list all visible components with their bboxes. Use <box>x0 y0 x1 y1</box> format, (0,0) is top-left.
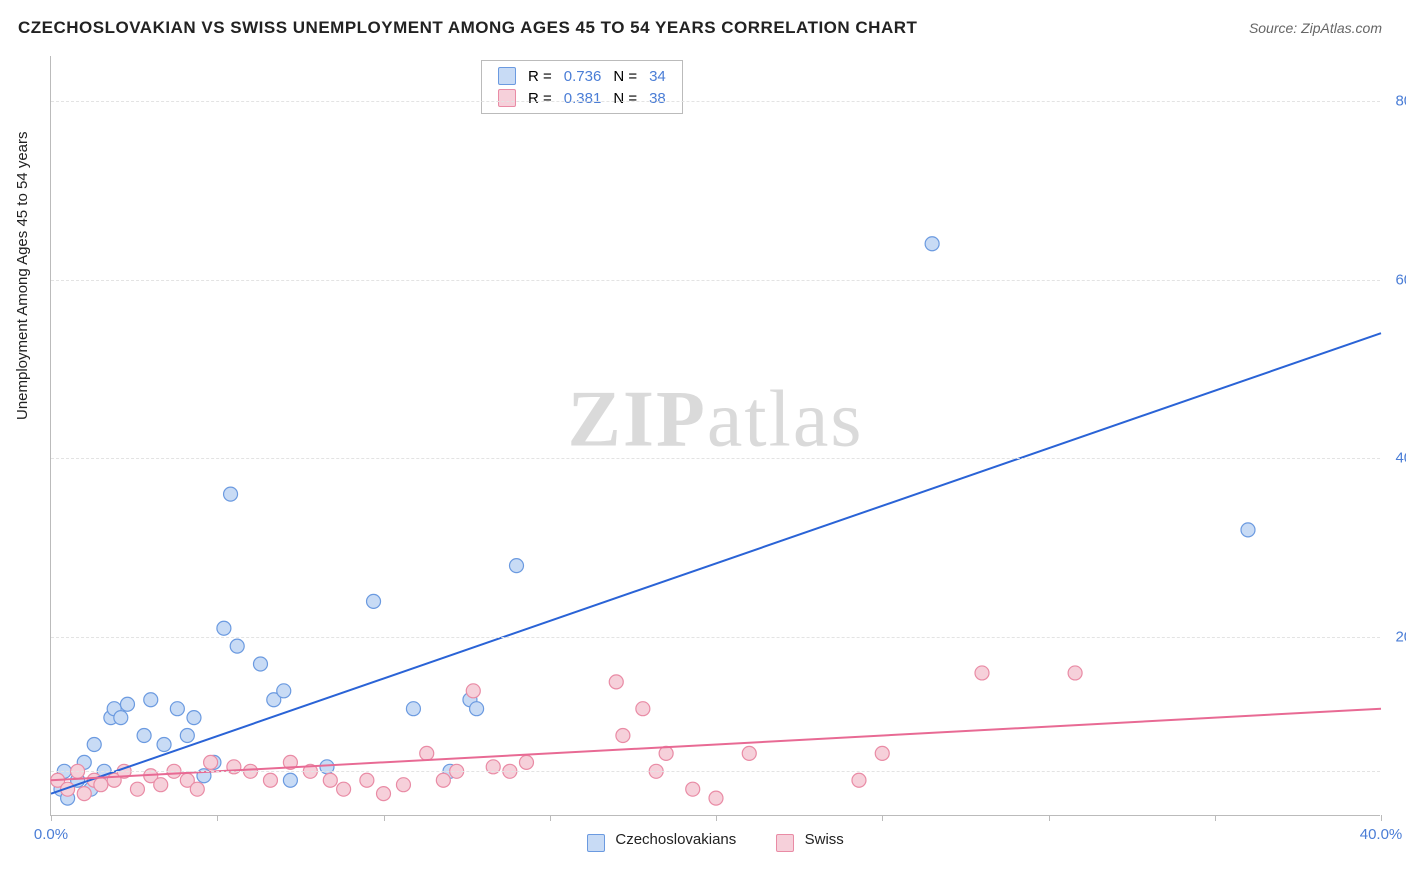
x-tick-mark <box>1049 815 1050 821</box>
x-tick-mark <box>1381 815 1382 821</box>
x-tick-label: 40.0% <box>1360 826 1403 843</box>
data-point-czech <box>510 559 524 573</box>
bottom-legend-label-czech: Czechoslovakians <box>615 831 736 848</box>
data-point-czech <box>170 702 184 716</box>
data-point-swiss <box>1068 666 1082 680</box>
data-point-czech <box>253 657 267 671</box>
data-point-swiss <box>154 778 168 792</box>
data-point-swiss <box>742 746 756 760</box>
x-tick-mark <box>882 815 883 821</box>
data-point-swiss <box>337 782 351 796</box>
data-point-swiss <box>636 702 650 716</box>
data-point-swiss <box>609 675 623 689</box>
legend-swatch-swiss <box>776 834 794 852</box>
data-point-swiss <box>190 782 204 796</box>
gridline-h <box>51 280 1380 281</box>
x-tick-label: 0.0% <box>34 826 68 843</box>
bottom-legend: Czechoslovakians Swiss <box>51 831 1380 849</box>
source-attribution: Source: ZipAtlas.com <box>1249 20 1382 36</box>
y-tick-label: 60.0% <box>1384 271 1406 288</box>
x-tick-mark <box>1215 815 1216 821</box>
data-point-swiss <box>975 666 989 680</box>
data-point-swiss <box>204 755 218 769</box>
scatter-svg <box>51 56 1380 815</box>
data-point-swiss <box>130 782 144 796</box>
chart-title: CZECHOSLOVAKIAN VS SWISS UNEMPLOYMENT AM… <box>18 18 917 38</box>
data-point-swiss <box>852 773 866 787</box>
y-tick-label: 20.0% <box>1384 629 1406 646</box>
x-tick-mark <box>51 815 52 821</box>
data-point-swiss <box>377 787 391 801</box>
data-point-czech <box>114 711 128 725</box>
y-tick-label: 40.0% <box>1384 450 1406 467</box>
data-point-swiss <box>436 773 450 787</box>
data-point-swiss <box>686 782 700 796</box>
data-point-swiss <box>323 773 337 787</box>
data-point-czech <box>470 702 484 716</box>
data-point-swiss <box>94 778 108 792</box>
data-point-czech <box>187 711 201 725</box>
data-point-swiss <box>263 773 277 787</box>
data-point-czech <box>87 737 101 751</box>
data-point-swiss <box>360 773 374 787</box>
data-point-czech <box>180 729 194 743</box>
data-point-czech <box>120 697 134 711</box>
bottom-legend-label-swiss: Swiss <box>805 831 844 848</box>
data-point-swiss <box>466 684 480 698</box>
trend-line-swiss <box>51 709 1381 781</box>
data-point-swiss <box>616 729 630 743</box>
plot-area: ZIPatlas R = 0.736 N = 34 R = 0.381 N = … <box>50 56 1380 816</box>
data-point-czech <box>224 487 238 501</box>
bottom-legend-item-swiss: Swiss <box>776 831 843 849</box>
data-point-czech <box>283 773 297 787</box>
data-point-czech <box>925 237 939 251</box>
data-point-czech <box>217 621 231 635</box>
data-point-czech <box>137 729 151 743</box>
gridline-h <box>51 101 1380 102</box>
trend-line-czech <box>51 333 1381 793</box>
legend-swatch-czech <box>587 834 605 852</box>
data-point-swiss <box>875 746 889 760</box>
data-point-czech <box>277 684 291 698</box>
gridline-h <box>51 637 1380 638</box>
gridline-h <box>51 458 1380 459</box>
gridline-h <box>51 771 1380 772</box>
x-tick-mark <box>716 815 717 821</box>
y-axis-label: Unemployment Among Ages 45 to 54 years <box>14 131 31 420</box>
data-point-swiss <box>77 787 91 801</box>
x-tick-mark <box>550 815 551 821</box>
data-point-czech <box>157 737 171 751</box>
data-point-czech <box>230 639 244 653</box>
bottom-legend-item-czech: Czechoslovakians <box>587 831 736 849</box>
x-tick-mark <box>217 815 218 821</box>
x-tick-mark <box>384 815 385 821</box>
data-point-czech <box>1241 523 1255 537</box>
data-point-czech <box>406 702 420 716</box>
data-point-swiss <box>396 778 410 792</box>
data-point-swiss <box>659 746 673 760</box>
data-point-swiss <box>519 755 533 769</box>
data-point-swiss <box>709 791 723 805</box>
data-point-czech <box>367 594 381 608</box>
data-point-czech <box>144 693 158 707</box>
y-tick-label: 80.0% <box>1384 92 1406 109</box>
data-point-swiss <box>420 746 434 760</box>
